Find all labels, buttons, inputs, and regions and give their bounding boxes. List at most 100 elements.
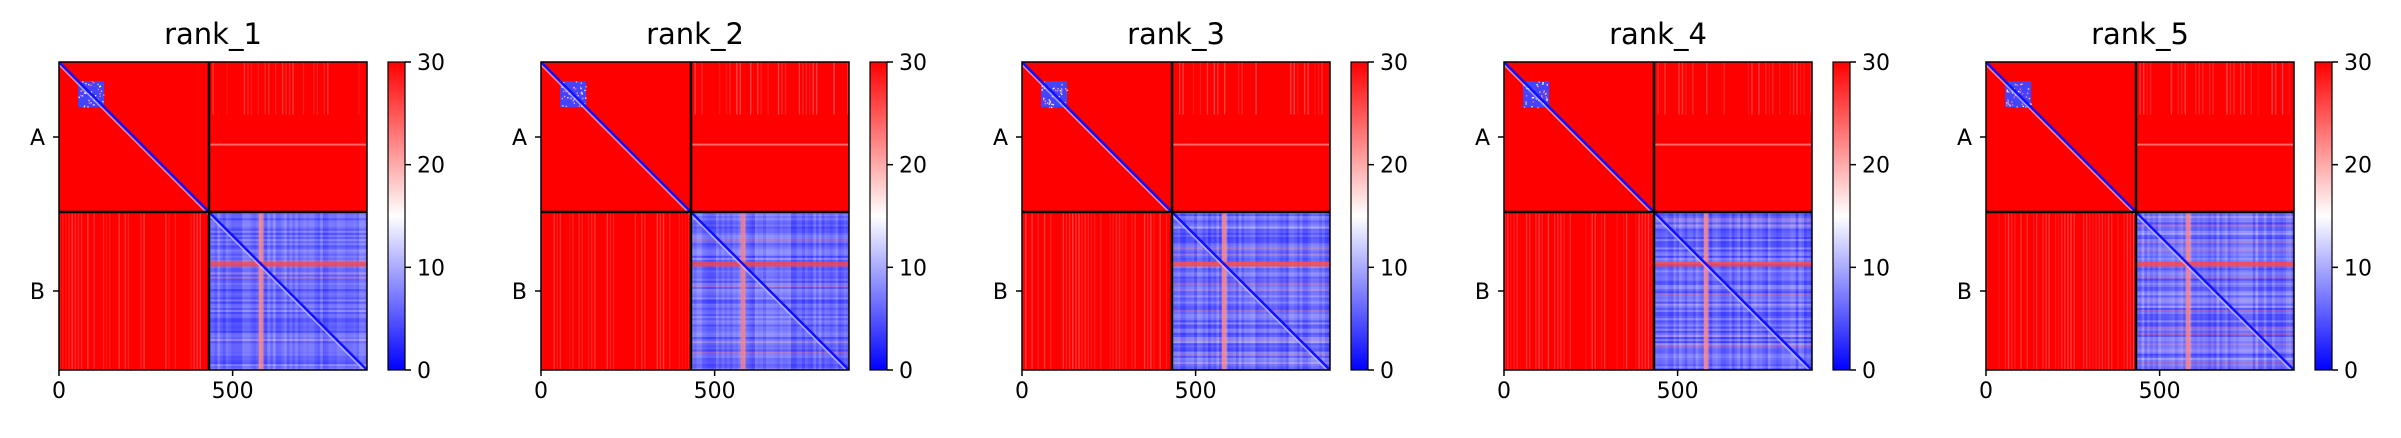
block-b-b-row: [1654, 309, 1812, 313]
block-b-b-row: [2136, 270, 2294, 273]
block-a-b-texture: [2208, 62, 2211, 115]
block-a-b-texture: [1199, 62, 1202, 115]
block-b-b-row: [1172, 278, 1330, 281]
colorbar-tick-label: 10: [1862, 256, 1890, 281]
block-a-b-texture: [1810, 62, 1812, 115]
block-b-b-col: [2230, 212, 2234, 370]
block-b-b-row: [209, 362, 367, 365]
block-b-b-row: [1172, 280, 1330, 283]
block-a-b-texture: [777, 62, 780, 115]
block-b-b-row: [2136, 301, 2294, 304]
block-b-a-texture: [1147, 212, 1149, 370]
block-a-b-texture: [268, 62, 270, 115]
block-b-b-col: [1806, 212, 1810, 370]
block-b-b-row: [1654, 268, 1812, 271]
block-a-b-line: [691, 143, 849, 146]
colorbar-tick-label: 20: [417, 154, 445, 179]
diagonal: [1504, 62, 1812, 370]
block-a-b-texture: [1182, 62, 1184, 115]
block-a-b-texture: [798, 62, 801, 115]
block-b-b-row: [2136, 284, 2294, 288]
block-b-b-row: [1172, 232, 1330, 235]
block-a-a-speckle: [99, 85, 102, 87]
block-b-b-row: [2136, 332, 2294, 335]
block-b-b-row: [209, 353, 367, 356]
block-b-b-row: [2136, 339, 2294, 342]
block-b-b-col: [1709, 212, 1713, 370]
block-a-a-speckle: [1041, 85, 1043, 88]
block-b-a-texture: [140, 212, 142, 370]
block-b-a-texture: [2107, 212, 2110, 370]
block-b-b-col: [2147, 212, 2150, 370]
block-b-b-row: [1172, 216, 1330, 219]
block-b-b-row: [2136, 272, 2294, 275]
block-a-a-speckle: [1542, 82, 1544, 84]
block-b-a-texture: [1600, 212, 1603, 370]
block-a-b-texture: [323, 62, 325, 115]
block-b-a-texture: [1165, 212, 1168, 370]
block-a-b-texture: [226, 62, 228, 115]
block-b-b-col: [2258, 212, 2262, 370]
block-a-a-speckle: [2025, 106, 2027, 108]
block-a-b-texture: [1692, 62, 1694, 115]
block-b-b-row: [1654, 316, 1812, 319]
block-b-b-row: [691, 243, 849, 246]
block-a-a-speckle: [1546, 98, 1548, 100]
block-a-b-texture: [1241, 62, 1243, 115]
block-b-b-col: [1687, 212, 1691, 370]
block-a-a-speckle: [1043, 97, 1045, 99]
block-b-a-texture: [1998, 212, 2000, 370]
block-b-b-row: [209, 268, 367, 271]
block-b-b-row: [1172, 284, 1330, 288]
block-a-b-texture: [1297, 62, 1299, 115]
block-b-b-row: [2136, 349, 2294, 352]
block-b-b-row: [1654, 359, 1812, 363]
block-a-a-speckle: [2028, 97, 2031, 100]
block-b-a-texture: [2054, 212, 2057, 370]
block-a-b-texture: [2142, 62, 2145, 115]
block-a-b-texture: [1224, 62, 1226, 115]
block-b-b-col: [1681, 212, 1685, 370]
block-b-b-col: [228, 212, 232, 370]
block-b-b-row: [1172, 305, 1330, 308]
block-b-b-row: [1172, 337, 1330, 340]
block-b-b-row: [2136, 368, 2294, 370]
block-b-b-col: [1692, 212, 1696, 370]
block-b-b-col: [821, 212, 825, 370]
block-b-a-texture: [2011, 212, 2013, 370]
block-b-b-col: [1673, 212, 1677, 370]
block-b-b-row: [1172, 307, 1330, 310]
block-b-b-col: [359, 212, 362, 370]
block-b-b-col: [2144, 212, 2148, 370]
block-b-b-row: [691, 364, 849, 367]
block-b-b-band-v: [258, 212, 264, 370]
block-b-b-row: [1654, 247, 1812, 250]
block-b-b-col: [1327, 212, 1330, 370]
block-b-a-texture: [684, 212, 687, 370]
block-a-a-speckle: [2030, 103, 2032, 105]
block-a-b-texture: [1237, 62, 1240, 115]
block-b-b-row: [2136, 220, 2294, 223]
block-b-b-row: [2136, 259, 2294, 263]
block-b-b-row: [2136, 230, 2294, 233]
x-tick-label: 500: [1175, 379, 1217, 404]
x-tick-label: 500: [1657, 379, 1699, 404]
block-b-a-texture: [1638, 212, 1640, 370]
block-b-b-col: [264, 212, 268, 370]
block-b-b-row: [2136, 241, 2294, 244]
block-b-b-col: [2155, 212, 2159, 370]
block-b-b-col: [2274, 212, 2278, 370]
block-b-b-row: [2136, 359, 2294, 363]
block-a-a-speckle: [2019, 88, 2022, 90]
block-a-b-texture: [1255, 62, 1257, 115]
block-b-b-col: [1656, 212, 1660, 370]
block-b-b-row: [2136, 309, 2294, 313]
block-b-b-col: [1174, 212, 1178, 370]
block-a-a-speckle: [2013, 96, 2016, 98]
block-b-b-row: [1172, 253, 1330, 256]
block-a-a-speckle: [2007, 102, 2009, 104]
block-b-b-col: [1208, 212, 1211, 370]
block-b-b-col: [810, 212, 814, 370]
block-b-b-row: [209, 366, 367, 369]
block-a-b-texture: [809, 62, 811, 115]
